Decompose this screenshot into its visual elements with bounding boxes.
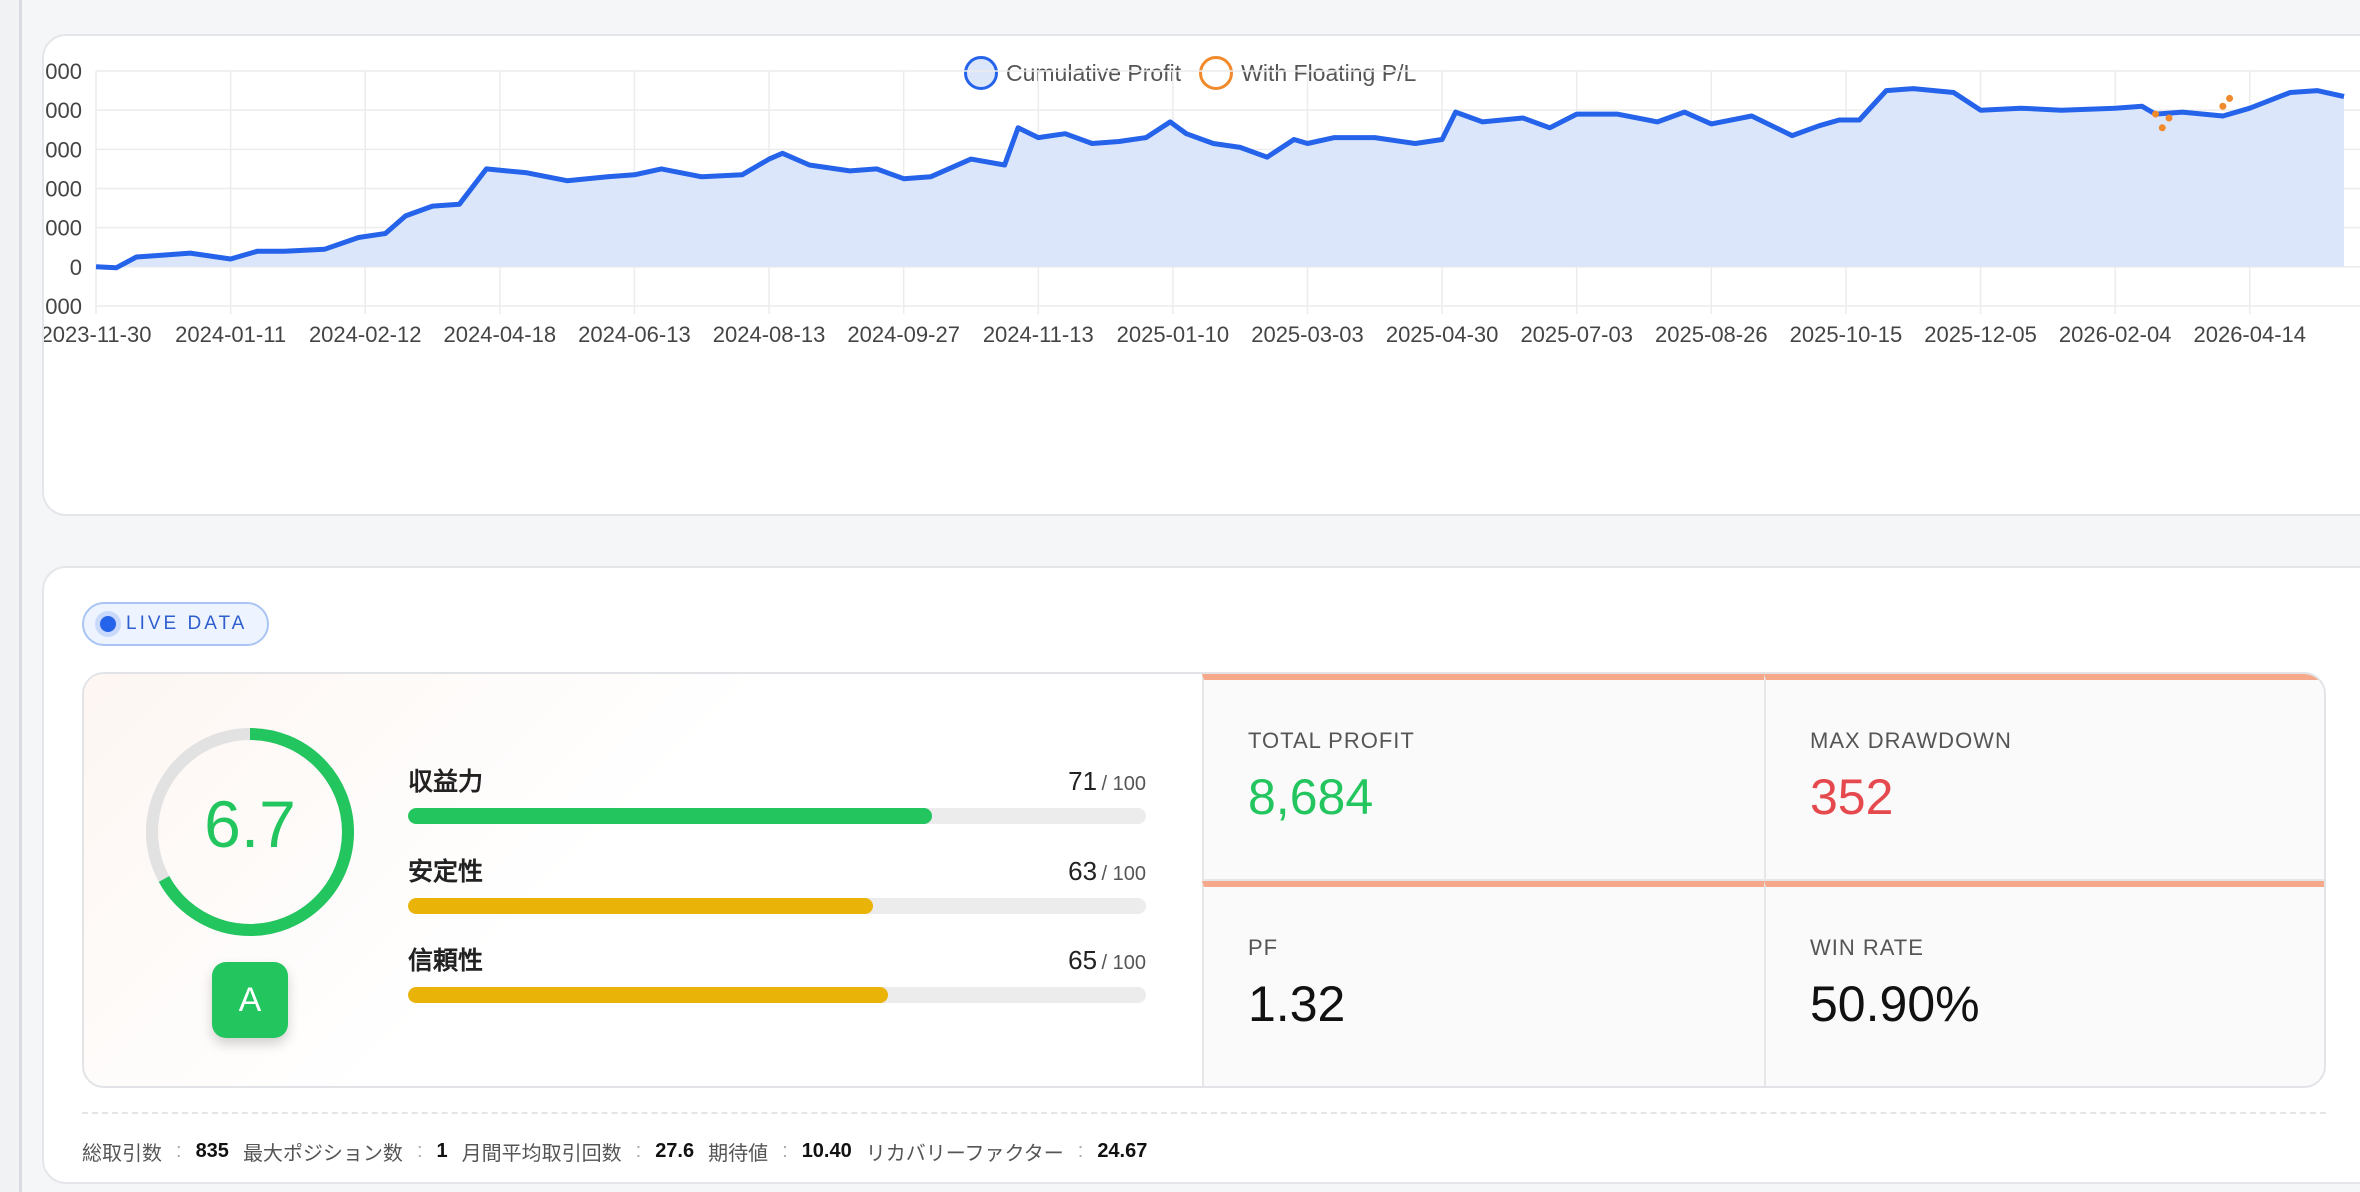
x-tick-label: 2025-04-30 <box>1386 322 1499 347</box>
kpi-value: 8,684 <box>1248 769 1374 825</box>
x-tick-label: 2024-06-13 <box>578 322 691 347</box>
separator: : <box>782 1139 788 1162</box>
kpi-grid: TOTAL PROFIT 8,684 MAX DRAWDOWN 352 PF 1… <box>1202 674 2324 1086</box>
y-tick-label: 10,000 <box>44 59 82 84</box>
stats-card: LIVE DATA 6.7 A 収益力 71 / 100 安定性 63 / 10… <box>42 566 2360 1184</box>
metric-bar-fill <box>408 987 888 1003</box>
stats-footer: 総取引数 : 835 最大ポジション数 : 1 月間平均取引回数 : 27.6 … <box>82 1116 1147 1186</box>
x-tick-label: 2024-04-18 <box>444 322 557 347</box>
x-tick-label: 2024-08-13 <box>713 322 826 347</box>
live-dot-icon <box>100 616 116 632</box>
x-tick-label: 2024-09-27 <box>847 322 960 347</box>
footer-divider <box>82 1112 2326 1114</box>
score-gauge <box>146 728 354 936</box>
metric-bar-track <box>408 898 1146 914</box>
stats-panel: 6.7 A 収益力 71 / 100 安定性 63 / 100 信頼性 <box>82 672 2326 1088</box>
metric-max: / 100 <box>1101 773 1146 795</box>
metric-bar-track <box>408 987 1146 1003</box>
recovery-factor-value: 24.67 <box>1097 1139 1148 1162</box>
y-tick-label: 4,000 <box>44 177 82 202</box>
metric-reliability: 信頼性 65 / 100 <box>408 941 1146 1003</box>
grade-badge: A <box>212 962 288 1038</box>
x-tick-label: 2025-07-03 <box>1520 322 1633 347</box>
metric-bar-fill <box>408 808 932 824</box>
x-tick-label: 2024-01-11 <box>175 322 286 347</box>
expectancy-label: 期待値 <box>708 1142 769 1165</box>
cumulative-profit-area <box>96 88 2344 268</box>
max-positions-label: 最大ポジション数 <box>242 1142 403 1165</box>
x-tick-label: 2026-04-14 <box>2193 322 2306 347</box>
total-trades-value: 835 <box>195 1139 229 1162</box>
metric-profitability: 収益力 71 / 100 <box>408 762 1146 824</box>
window-left-edge <box>0 0 22 1192</box>
kpi-total-profit: TOTAL PROFIT 8,684 <box>1202 674 1764 881</box>
metric-bar-track <box>408 808 1146 824</box>
gauge-arc <box>146 728 354 936</box>
kpi-value: 352 <box>1810 769 1894 825</box>
metric-score: 71 <box>1068 766 1098 796</box>
x-tick-label: 2025-10-15 <box>1790 322 1903 347</box>
profit-chart-card: Cumulative Profit With Floating P/L 10,0… <box>42 34 2360 516</box>
metric-name: 収益力 <box>408 768 484 796</box>
x-tick-label: 2023-11-30 <box>44 322 151 347</box>
metric-score: 63 <box>1068 856 1098 886</box>
kpi-max-drawdown: MAX DRAWDOWN 352 <box>1764 674 2324 881</box>
legend-cumulative-profit[interactable]: Cumulative Profit <box>964 56 1181 90</box>
chart-legend: Cumulative Profit With Floating P/L <box>964 56 1416 90</box>
kpi-label: MAX DRAWDOWN <box>1810 728 2012 753</box>
x-tick-label: 2024-02-12 <box>309 322 422 347</box>
total-trades-label: 総取引数 <box>82 1142 162 1165</box>
x-tick-label: 2024-11-13 <box>983 322 1094 347</box>
profit-line-chart: 10,000 8,000 6,000 4,000 2,000 0 -2,000 2023-11… <box>44 59 2360 347</box>
kpi-pf: PF 1.32 <box>1202 881 1764 1086</box>
kpi-win-rate: WIN RATE 50.90% <box>1764 881 2324 1086</box>
legend-floating-pl[interactable]: With Floating P/L <box>1199 56 1416 90</box>
x-tick-label: 2025-03-03 <box>1251 322 1364 347</box>
score-panel: 6.7 A 収益力 71 / 100 安定性 63 / 100 信頼性 <box>84 674 1204 1086</box>
kpi-value: 1.32 <box>1248 976 1346 1032</box>
separator: : <box>176 1139 182 1162</box>
cumulative-profit-line <box>95 86 2345 271</box>
y-tick-label: -2,000 <box>44 294 82 319</box>
x-tick-label: 2025-08-26 <box>1655 322 1768 347</box>
metric-name: 信頼性 <box>408 947 484 975</box>
legend-swatch-blue <box>964 56 998 90</box>
y-tick-label: 2,000 <box>44 216 82 241</box>
metric-max: / 100 <box>1101 952 1146 974</box>
x-tick-label: 2025-12-05 <box>1924 322 2037 347</box>
y-tick-label: 0 <box>70 255 82 280</box>
metric-max: / 100 <box>1101 863 1146 885</box>
metric-bar-fill <box>408 898 873 914</box>
max-positions-value: 1 <box>436 1139 448 1162</box>
expectancy-value: 10.40 <box>801 1139 852 1162</box>
monthly-trades-value: 27.6 <box>655 1139 695 1162</box>
y-tick-label: 6,000 <box>44 137 82 162</box>
score-value: 6.7 <box>204 787 296 861</box>
kpi-value: 50.90% <box>1810 976 1980 1032</box>
floating-pl-point <box>2219 102 2227 110</box>
y-tick-label: 8,000 <box>44 98 82 123</box>
separator: : <box>635 1139 642 1162</box>
recovery-factor-label: リカバリーファクター <box>865 1142 1064 1165</box>
legend-swatch-orange <box>1199 56 1234 90</box>
kpi-label: TOTAL PROFIT <box>1248 728 1415 753</box>
floating-pl-point <box>2226 94 2234 102</box>
metric-score: 65 <box>1068 945 1098 975</box>
separator: : <box>416 1139 423 1162</box>
kpi-label: WIN RATE <box>1810 935 1924 960</box>
legend-label: Cumulative Profit <box>1006 59 1182 86</box>
floating-pl-point <box>2165 114 2173 122</box>
kpi-label: PF <box>1248 935 1279 960</box>
monthly-trades-label: 月間平均取引回数 <box>461 1142 622 1165</box>
metric-stability: 安定性 63 / 100 <box>408 852 1146 914</box>
live-badge-label: LIVE DATA <box>126 613 248 634</box>
floating-pl-point <box>2152 110 2160 118</box>
live-data-badge: LIVE DATA <box>82 602 270 646</box>
metric-name: 安定性 <box>408 858 484 886</box>
x-tick-label: 2025-01-10 <box>1117 322 1230 347</box>
floating-pl-point <box>2158 124 2166 132</box>
legend-label: With Floating P/L <box>1241 59 1417 86</box>
separator: : <box>1077 1139 1084 1162</box>
x-tick-label: 2026-02-04 <box>2059 322 2172 347</box>
